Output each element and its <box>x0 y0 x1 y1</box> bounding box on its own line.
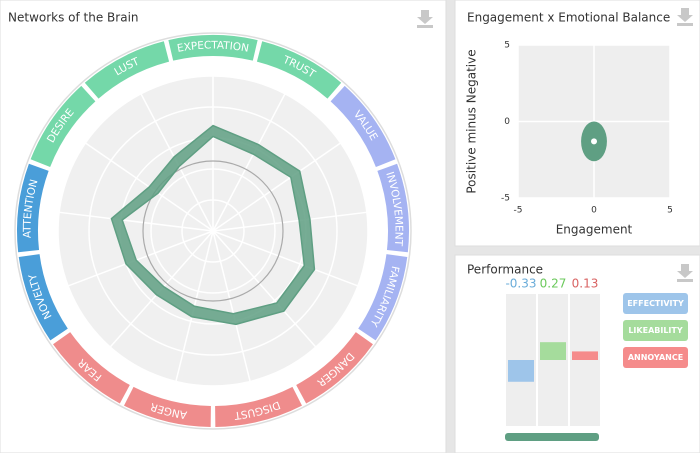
x-tick-label: 5 <box>667 206 673 216</box>
y-tick-label: 0 <box>504 117 510 127</box>
x-axis-label: Engagement <box>556 223 633 237</box>
ring-segment <box>377 163 409 253</box>
ring-segment <box>53 332 130 404</box>
ring-segment <box>168 35 258 61</box>
progress-bar <box>505 433 599 441</box>
outer-ring <box>14 32 412 430</box>
radar-spoke <box>59 211 214 232</box>
radar-spoke <box>212 230 317 348</box>
ring-segment <box>16 163 49 253</box>
point <box>591 138 597 145</box>
legend-label: ANNOYANCE <box>628 353 683 362</box>
legend-label: EFFECTIVITY <box>627 299 684 308</box>
radar-spoke <box>67 230 214 287</box>
y-tick-label: 5 <box>504 41 510 51</box>
segment-label-text: EXPECTATION <box>176 39 250 54</box>
x-tick-label: -5 <box>514 206 523 216</box>
x-tick-label: 0 <box>591 206 597 216</box>
ring-segment <box>358 254 408 341</box>
legend-label: LIKEABILITY <box>628 326 683 335</box>
bar <box>540 342 566 360</box>
download-icon[interactable] <box>677 8 693 26</box>
value-label: 0.13 <box>572 277 599 291</box>
ring-segment <box>256 41 342 99</box>
y-axis-label: Positive minus Negative <box>465 49 479 193</box>
value-label: -0.33 <box>505 277 536 291</box>
ring-segment <box>124 386 211 427</box>
ring-segment <box>330 85 396 167</box>
radar-spoke <box>212 230 359 287</box>
legend-button[interactable] <box>623 293 688 314</box>
bar <box>508 360 534 382</box>
download-icon[interactable] <box>677 264 693 282</box>
legend-button[interactable] <box>623 320 688 341</box>
ring-segment <box>30 85 96 167</box>
value-label: 0.27 <box>540 277 567 291</box>
panel-title: Networks of the Brain <box>8 11 139 25</box>
radar-guide <box>142 160 284 302</box>
y-tick-label: -5 <box>501 194 510 204</box>
radar-band <box>110 124 316 326</box>
radar-spoke <box>212 93 286 232</box>
radar-spoke <box>212 211 367 232</box>
radar-spoke <box>212 142 341 232</box>
legend-button[interactable] <box>623 347 688 368</box>
panel-title: Engagement x Emotional Balance <box>467 11 670 25</box>
ring-segment <box>296 332 373 404</box>
ring-segment <box>84 41 170 99</box>
bar <box>572 351 598 360</box>
segment-label: EXPECTATION <box>176 39 250 54</box>
ring-segment <box>18 254 68 341</box>
ring-segment <box>215 386 302 427</box>
panel-title: Performance <box>467 263 543 277</box>
radar-spoke <box>212 230 251 382</box>
download-icon[interactable] <box>417 10 433 28</box>
